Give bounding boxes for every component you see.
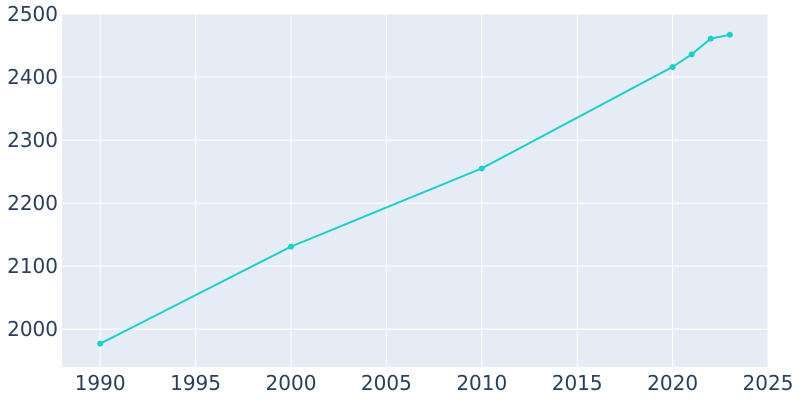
x-tick-label: 2025 — [743, 371, 794, 395]
y-gridlines — [62, 13, 768, 330]
y-tick-label: 2000 — [7, 317, 58, 341]
y-tick-label: 2200 — [7, 191, 58, 215]
y-tick-label: 2300 — [7, 128, 58, 152]
data-point — [688, 51, 695, 58]
x-tick-label: 2005 — [361, 371, 412, 395]
x-axis-tick-labels: 1990 1995 2000 2005 2010 2015 2020 2025 — [75, 371, 794, 395]
data-point — [707, 35, 714, 42]
data-point — [287, 243, 294, 250]
x-tick-label: 2010 — [456, 371, 507, 395]
x-tick-label: 2015 — [552, 371, 603, 395]
y-tick-label: 2500 — [7, 2, 58, 26]
data-points — [97, 31, 733, 347]
x-gridlines — [99, 14, 769, 367]
y-tick-label: 2100 — [7, 254, 58, 278]
data-point — [97, 340, 104, 347]
data-point — [669, 63, 676, 70]
y-axis-tick-labels: 2000 2100 2200 2300 2400 2500 — [7, 2, 58, 341]
data-point — [478, 165, 485, 172]
x-tick-label: 2020 — [647, 371, 698, 395]
data-point — [726, 31, 733, 38]
plot-area — [62, 14, 768, 367]
x-tick-label: 1995 — [170, 371, 221, 395]
y-tick-label: 2400 — [7, 65, 58, 89]
x-tick-label: 2000 — [266, 371, 317, 395]
x-tick-label: 1990 — [75, 371, 126, 395]
